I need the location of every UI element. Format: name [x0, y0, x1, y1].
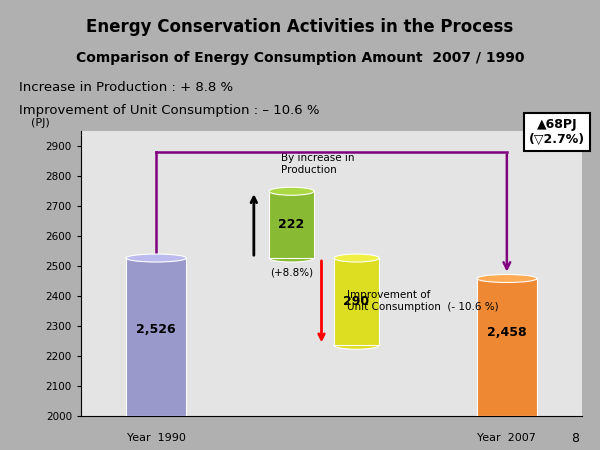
Bar [477, 279, 537, 416]
Ellipse shape [126, 412, 186, 420]
Bar [269, 191, 314, 258]
Bar [334, 258, 379, 345]
Ellipse shape [269, 254, 314, 262]
Ellipse shape [477, 274, 537, 283]
Text: 2,458: 2,458 [487, 325, 527, 338]
Text: (PJ): (PJ) [31, 117, 50, 128]
Bar [126, 258, 186, 416]
Text: By increase in
Production: By increase in Production [281, 153, 355, 175]
Text: 222: 222 [278, 218, 305, 231]
Text: Increase in Production : + 8.8 %: Increase in Production : + 8.8 % [19, 81, 233, 94]
Text: Energy Conservation Activities in the Process: Energy Conservation Activities in the Pr… [86, 18, 514, 36]
Text: (+8.8%): (+8.8%) [270, 267, 313, 277]
Ellipse shape [334, 341, 379, 349]
Text: Comparison of Energy Consumption Amount  2007 / 1990: Comparison of Energy Consumption Amount … [76, 51, 524, 65]
Ellipse shape [269, 187, 314, 195]
Text: Year  1990: Year 1990 [127, 433, 185, 443]
Text: 290: 290 [343, 295, 370, 308]
Text: 2,526: 2,526 [136, 323, 176, 336]
Text: Improvement of Unit Consumption : – 10.6 %: Improvement of Unit Consumption : – 10.6… [19, 104, 319, 117]
Text: Year  2007: Year 2007 [478, 433, 536, 443]
Text: Improvement of
Unit Consumption  (- 10.6 %): Improvement of Unit Consumption (- 10.6 … [347, 290, 498, 311]
Text: ▲68PJ
(▽2.7%): ▲68PJ (▽2.7%) [529, 117, 585, 145]
Ellipse shape [126, 254, 186, 262]
Ellipse shape [477, 412, 537, 420]
Text: 8: 8 [571, 432, 579, 446]
Ellipse shape [334, 254, 379, 262]
